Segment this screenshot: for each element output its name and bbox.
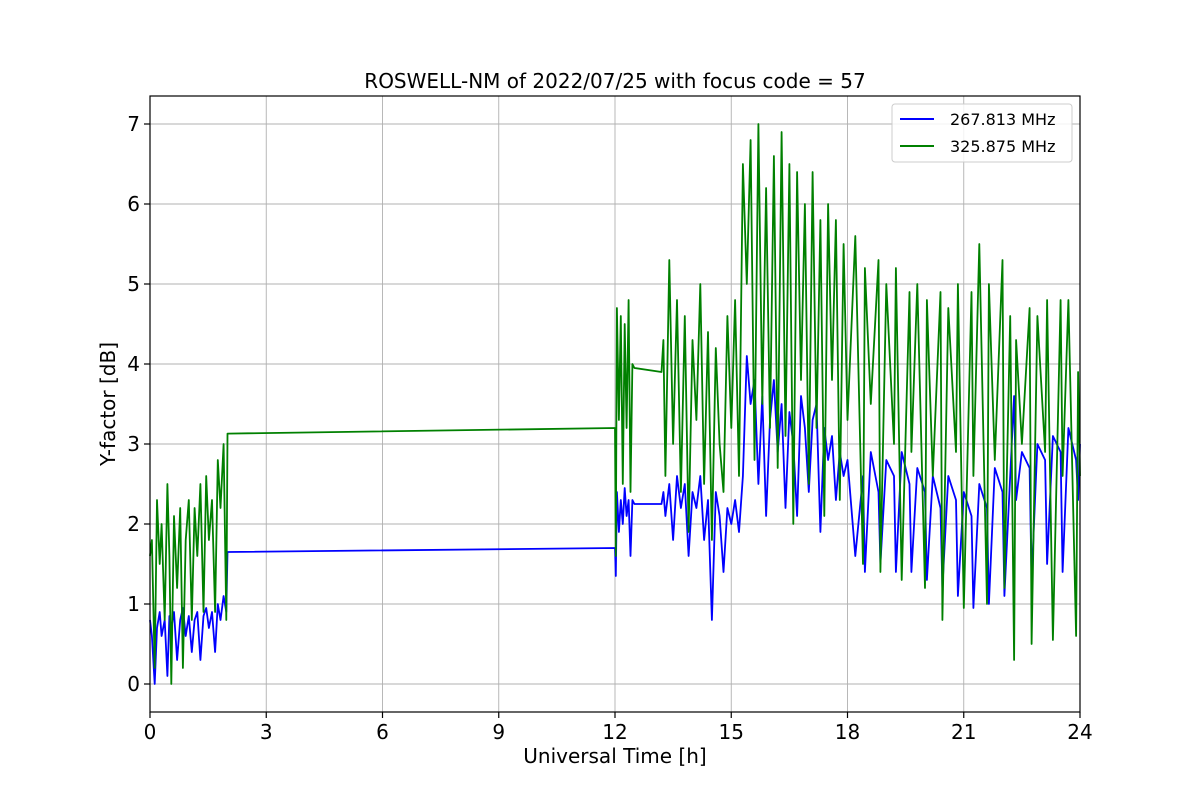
x-axis: 0 3 6 9 12 15 18 21 24 (144, 712, 1093, 744)
x-tick-label: 12 (602, 720, 627, 744)
chart-title: ROSWELL-NM of 2022/07/25 with focus code… (364, 69, 865, 93)
x-tick-label: 24 (1067, 720, 1092, 744)
x-tick-label: 0 (144, 720, 157, 744)
y-tick-label: 6 (127, 192, 140, 216)
legend-box (891, 103, 1073, 163)
y-axis-label: Y-factor [dB] (96, 342, 120, 467)
x-tick-label: 6 (376, 720, 389, 744)
y-tick-label: 4 (127, 352, 140, 376)
x-tick-label: 18 (835, 720, 860, 744)
x-tick-label: 15 (719, 720, 744, 744)
legend-label-series-1: 267.813 MHz (950, 110, 1055, 129)
x-tick-label: 21 (951, 720, 976, 744)
legend: 267.813 MHz 325.875 MHz (891, 103, 1073, 163)
legend-label-series-2: 325.875 MHz (950, 137, 1055, 156)
y-axis: 0 1 2 3 4 5 6 7 (127, 112, 150, 696)
y-tick-label: 2 (127, 512, 140, 536)
x-axis-label: Universal Time [h] (523, 744, 706, 768)
y-tick-label: 3 (127, 432, 140, 456)
series-line-1 (149, 355, 1081, 685)
series-layer (149, 123, 1081, 685)
series-line-2 (149, 123, 1081, 685)
y-tick-label: 7 (127, 112, 140, 136)
y-tick-label: 0 (127, 672, 140, 696)
y-tick-label: 5 (127, 272, 140, 296)
y-tick-label: 1 (127, 592, 140, 616)
x-tick-label: 3 (260, 720, 273, 744)
x-tick-label: 9 (492, 720, 505, 744)
